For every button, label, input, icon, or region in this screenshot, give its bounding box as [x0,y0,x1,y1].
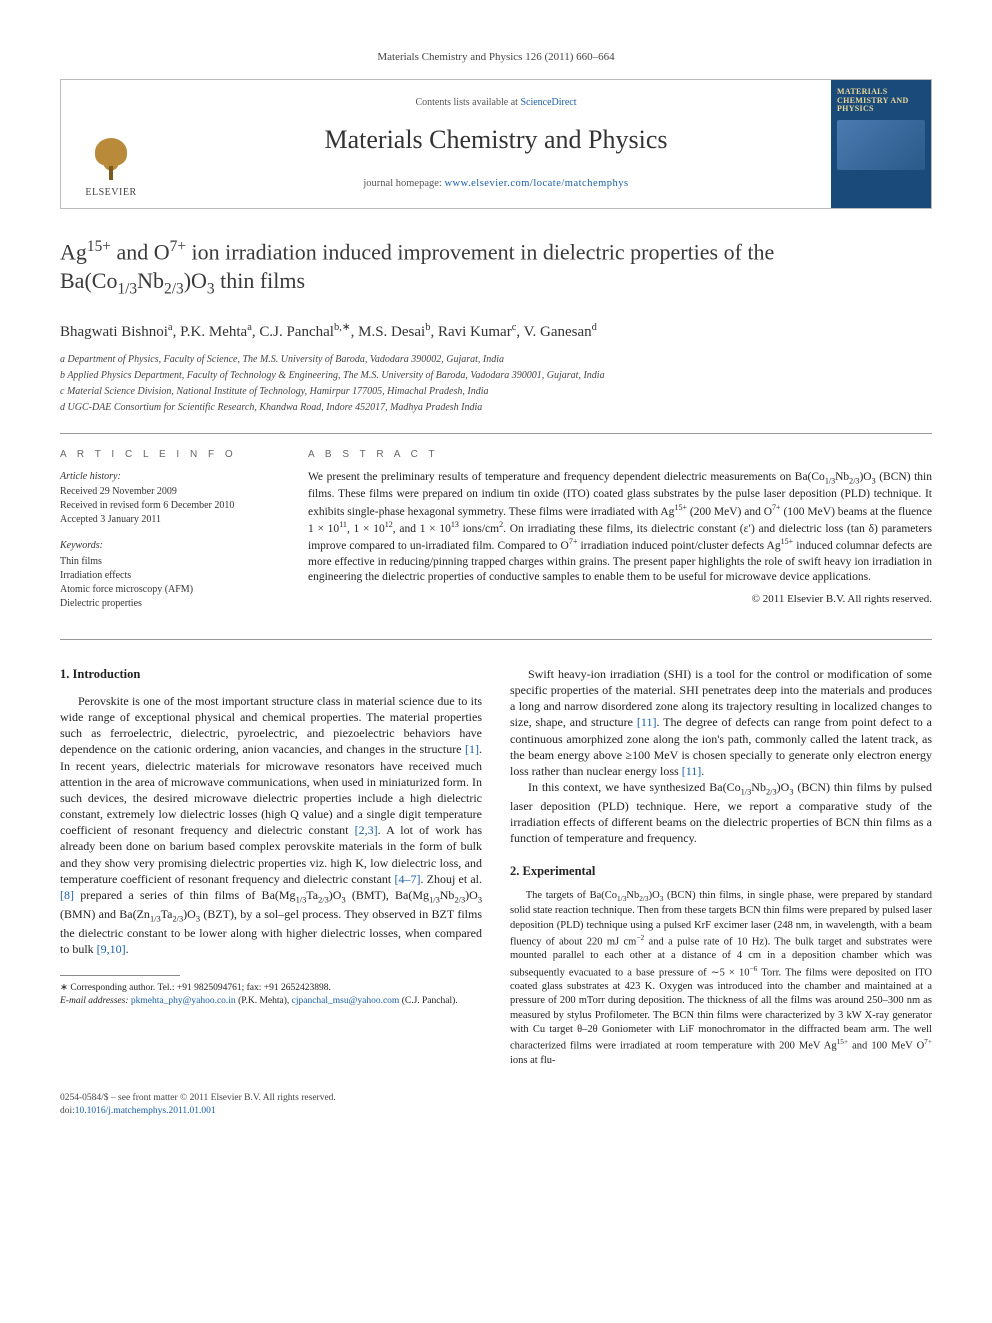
sciencedirect-link[interactable]: ScienceDirect [520,97,576,108]
section-heading-intro: 1. Introduction [60,666,482,683]
author-list: Bhagwati Bishnoia, P.K. Mehtaa, C.J. Pan… [60,321,932,342]
doi-link[interactable]: 10.1016/j.matchemphys.2011.01.001 [75,1106,216,1116]
front-matter-line: 0254-0584/$ – see front matter © 2011 El… [60,1092,932,1105]
affiliation: d UGC-DAE Consortium for Scientific Rese… [60,400,932,415]
history-line: Received in revised form 6 December 2010 [60,499,280,513]
affiliation: a Department of Physics, Faculty of Scie… [60,352,932,367]
journal-title: Materials Chemistry and Physics [324,122,667,157]
keyword: Thin films [60,555,280,569]
email-label: E-mail addresses: [60,996,129,1006]
abstract-copyright: © 2011 Elsevier B.V. All rights reserved… [308,592,932,607]
body-paragraph: Swift heavy-ion irradiation (SHI) is a t… [510,666,932,779]
affiliation: c Material Science Division, National In… [60,384,932,399]
body-paragraph: In this context, we have synthesized Ba(… [510,779,932,846]
journal-banner: ELSEVIER Contents lists available at Sci… [60,79,932,209]
homepage-link[interactable]: www.elsevier.com/locate/matchemphys [444,178,628,189]
abstract-heading: A B S T R A C T [308,448,932,462]
history-label: Article history: [60,470,280,484]
history-line: Received 29 November 2009 [60,485,280,499]
abstract-text: We present the preliminary results of te… [308,470,932,586]
publisher-label: ELSEVIER [85,186,136,200]
email-link[interactable]: pkmehta_phy@yahoo.co.in [131,996,236,1006]
affiliation: b Applied Physics Department, Faculty of… [60,368,932,383]
elsevier-tree-icon [87,134,135,182]
page-footer: 0254-0584/$ – see front matter © 2011 El… [60,1092,932,1118]
publisher-logo-block: ELSEVIER [61,80,161,208]
keywords-label: Keywords: [60,539,280,553]
experimental-paragraph: The targets of Ba(Co1/3Nb2/3)O3 (BCN) th… [510,889,932,1067]
corr-author-line: ∗ Corresponding author. Tel.: +91 982509… [60,982,482,995]
right-column: Swift heavy-ion irradiation (SHI) is a t… [510,666,932,1068]
email-who: (P.K. Mehta), [236,996,292,1006]
email-link[interactable]: cjpanchal_msu@yahoo.com [292,996,400,1006]
homepage-prefix: journal homepage: [363,178,444,189]
corresponding-author-footnote: ∗ Corresponding author. Tel.: +91 982509… [60,982,482,1008]
left-column: 1. Introduction Perovskite is one of the… [60,666,482,1068]
cover-title: MATERIALS CHEMISTRY AND PHYSICS [837,88,925,114]
doi-label: doi: [60,1106,75,1116]
intro-paragraph: Perovskite is one of the most important … [60,693,482,957]
homepage-line: journal homepage: www.elsevier.com/locat… [363,177,628,191]
article-title: Ag15+ and O7+ ion irradiation induced im… [60,237,932,299]
affiliations: a Department of Physics, Faculty of Scie… [60,352,932,415]
footnote-rule [60,975,180,976]
article-info-heading: A R T I C L E I N F O [60,448,280,462]
journal-cover-thumb: MATERIALS CHEMISTRY AND PHYSICS [831,80,931,208]
running-header: Materials Chemistry and Physics 126 (201… [60,50,932,65]
contents-available-line: Contents lists available at ScienceDirec… [415,96,576,110]
email-who: (C.J. Panchal). [399,996,457,1006]
section-heading-experimental: 2. Experimental [510,863,932,880]
keyword: Irradiation effects [60,569,280,583]
cover-image-icon [837,120,925,170]
history-line: Accepted 3 January 2011 [60,513,280,527]
contents-prefix: Contents lists available at [415,97,520,108]
keyword: Dielectric properties [60,597,280,611]
keyword: Atomic force microscopy (AFM) [60,583,280,597]
